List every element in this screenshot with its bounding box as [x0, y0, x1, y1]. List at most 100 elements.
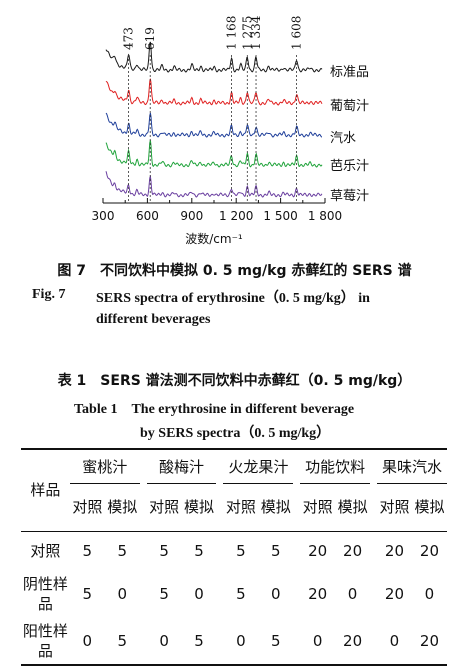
table-cell: 20	[343, 542, 363, 561]
table-title-cn: 表 1 SERS 谱法测不同饮料中赤藓红（0. 5 mg/kg）	[57, 373, 412, 389]
table-cell: 0	[236, 631, 246, 650]
table-title-en-line2: by SERS spectra（0. 5 mg/kg）	[140, 426, 331, 441]
row-label: 阳性样品	[22, 621, 68, 660]
sers-spectra-chart: 300 600 900 1 200 1 500 1 800 473 619 1 168 1 27…	[92, 15, 369, 246]
table-cell: 5	[82, 542, 93, 561]
row-header: 样品	[21, 449, 70, 532]
group-header: 果味汽水	[377, 449, 447, 484]
series-label: 汽水	[330, 131, 356, 146]
table-cell: 20	[419, 542, 439, 561]
table-row: 阳性样品 0 5 0 5 0 5 0 20 0 20	[21, 617, 447, 665]
spacer	[293, 617, 300, 665]
spacer	[293, 531, 300, 571]
figure-caption-en-label: Fig. 7	[32, 287, 66, 302]
row-label: 阴性样品	[22, 575, 68, 613]
spectrum-line	[105, 112, 322, 138]
table-cell: 20	[343, 631, 363, 650]
table-cell: 0	[159, 631, 169, 650]
group-header: 酸梅汁	[146, 449, 217, 484]
spacer	[293, 483, 301, 532]
x-tick-label: 900	[180, 209, 203, 223]
spacer	[370, 531, 377, 571]
peak-label: 473	[122, 27, 136, 50]
group-header: 功能饮料	[300, 449, 371, 484]
x-axis-label: 波数/cm⁻¹	[185, 231, 243, 246]
table-cell: 5	[194, 542, 204, 561]
table-cell: 5	[117, 542, 127, 561]
table-cell: 20	[384, 585, 404, 603]
peak-label: 1 168	[224, 16, 238, 50]
sub-header: 对照	[377, 483, 412, 532]
x-tick-label: 1 200	[219, 209, 253, 223]
table-cell: 20	[308, 542, 328, 561]
sub-header: 模拟	[104, 483, 140, 532]
series-label: 芭乐汁	[330, 159, 369, 174]
results-table: 样品 蜜桃汁 酸梅汁 火龙果汁 功能饮料 果味汽水 对照 模拟 对照 模拟 对照 模拟 对照…	[21, 448, 447, 666]
spacer	[140, 617, 147, 665]
figure-caption-cn: 图 7 不同饮料中模拟 0. 5 mg/kg 赤藓红的 SERS 谱	[57, 263, 412, 279]
spacer	[370, 617, 377, 665]
spacer	[216, 531, 223, 571]
table-header-row: 样品 蜜桃汁 酸梅汁 火龙果汁 功能饮料 果味汽水	[21, 449, 447, 532]
table-cell: 5	[82, 585, 93, 603]
table-cell: 20	[384, 542, 404, 561]
table-cell: 5	[117, 631, 127, 650]
sub-header: 对照	[69, 483, 105, 532]
x-tick-label: 300	[92, 209, 115, 223]
table-cell: 20	[419, 631, 439, 650]
table-cell: 5	[236, 542, 246, 561]
series-label: 草莓汁	[330, 189, 369, 204]
sub-header: 模拟	[335, 483, 371, 532]
peak-label: 619	[143, 27, 157, 50]
spacer	[216, 483, 224, 532]
spacer	[140, 531, 147, 571]
spectra-group	[105, 41, 323, 198]
table-cell: 5	[271, 542, 281, 561]
group-header: 蜜桃汁	[69, 449, 140, 484]
sub-header: 对照	[146, 483, 182, 532]
sub-header: 对照	[300, 483, 336, 532]
spacer	[216, 571, 223, 617]
table-cell: 5	[236, 585, 246, 603]
table-cell: 5	[271, 631, 281, 650]
sub-header: 模拟	[258, 483, 294, 532]
figure-caption-en-line1: SERS spectra of erythrosine（0. 5 mg/kg） …	[96, 291, 370, 306]
table-title-en-line1: Table 1 The erythrosine in different bev…	[74, 402, 355, 417]
table-cell: 0	[424, 585, 435, 603]
spacer	[370, 483, 377, 532]
x-tick-label: 1 800	[308, 209, 342, 223]
table-cell: 5	[159, 542, 169, 561]
spectrum-line	[105, 171, 323, 198]
x-tick-label: 600	[136, 209, 159, 223]
x-axis: 300 600 900 1 200 1 500 1 800	[92, 198, 342, 223]
table-cell: 0	[82, 631, 93, 650]
table-cell: 5	[159, 585, 169, 603]
sub-header: 模拟	[181, 483, 217, 532]
table-cell: 0	[194, 585, 204, 603]
row-label: 对照	[30, 542, 61, 561]
spectrum-line	[105, 140, 323, 168]
table-cell: 0	[389, 631, 400, 650]
spacer	[216, 617, 223, 665]
figure-caption-en-line2: different beverages	[96, 312, 211, 327]
sub-header: 模拟	[411, 483, 447, 532]
spacer	[140, 571, 147, 617]
group-header: 火龙果汁	[223, 449, 294, 484]
peak-label: 1 608	[290, 16, 304, 50]
series-label: 标准品	[330, 65, 369, 80]
x-tick-label: 1 500	[263, 209, 297, 223]
spectrum-line	[105, 41, 323, 73]
table-cell: 0	[347, 585, 358, 603]
table-subheader-row: 对照 模拟 对照 模拟 对照 模拟 对照 模拟 对照 模拟	[21, 483, 447, 532]
table-cell: 0	[312, 631, 323, 650]
table-cell: 5	[194, 631, 204, 650]
table-cell: 0	[117, 585, 127, 603]
table-row: 对照 5 5 5 5 5 5 20 20 20 20	[21, 531, 447, 571]
sub-header: 对照	[223, 483, 259, 532]
spacer	[139, 483, 147, 532]
table-cell: 0	[271, 585, 281, 603]
spacer	[293, 571, 300, 617]
table-cell: 20	[308, 585, 328, 603]
